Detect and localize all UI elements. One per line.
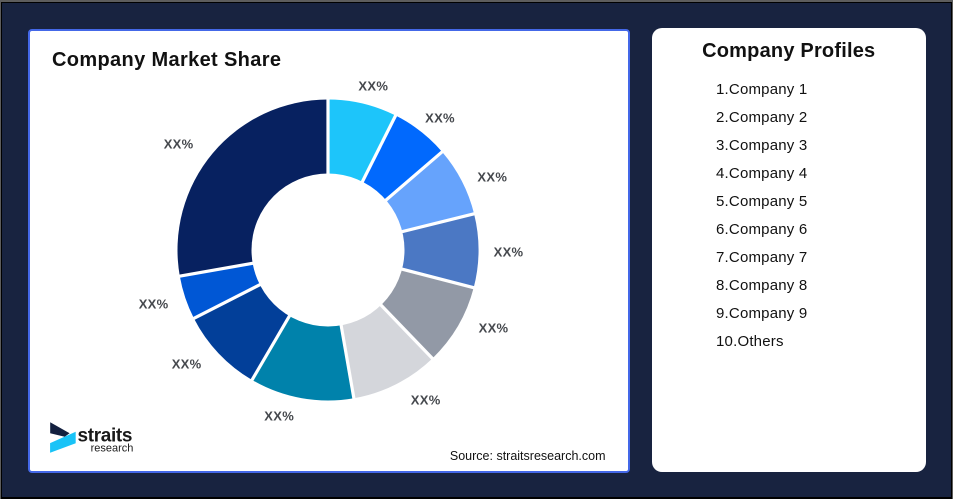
svg-text:straits: straits — [78, 426, 133, 447]
svg-text:research: research — [91, 442, 134, 454]
